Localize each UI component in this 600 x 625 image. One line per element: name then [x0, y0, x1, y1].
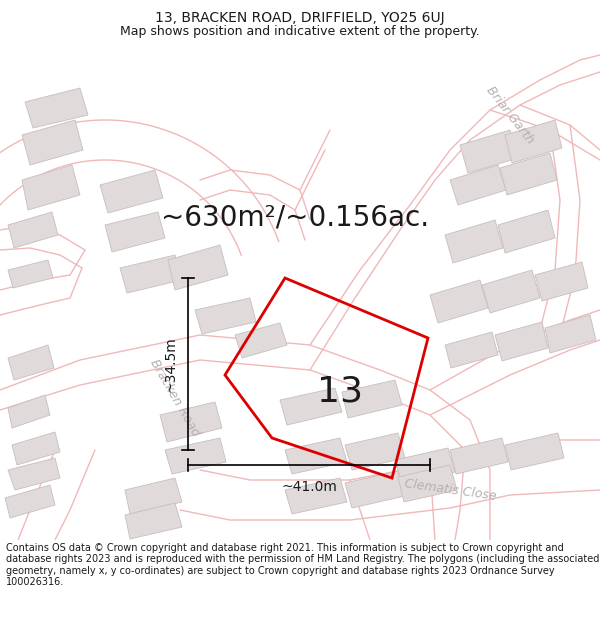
Polygon shape — [498, 210, 555, 253]
Text: ~41.0m: ~41.0m — [281, 480, 337, 494]
Polygon shape — [100, 170, 163, 213]
Polygon shape — [105, 212, 165, 252]
Polygon shape — [460, 130, 518, 173]
Polygon shape — [168, 245, 228, 290]
Polygon shape — [445, 332, 498, 368]
Text: Map shows position and indicative extent of the property.: Map shows position and indicative extent… — [120, 24, 480, 38]
Polygon shape — [160, 402, 222, 442]
Polygon shape — [280, 388, 342, 425]
Polygon shape — [195, 298, 256, 334]
Polygon shape — [445, 220, 503, 263]
Text: ~34.5m: ~34.5m — [164, 336, 178, 392]
Polygon shape — [500, 153, 557, 195]
Text: Contains OS data © Crown copyright and database right 2021. This information is : Contains OS data © Crown copyright and d… — [6, 542, 599, 588]
Polygon shape — [450, 165, 506, 205]
Text: Bracken Road: Bracken Road — [148, 357, 202, 439]
Text: ~630m²/~0.156ac.: ~630m²/~0.156ac. — [161, 204, 429, 232]
Polygon shape — [505, 120, 562, 163]
Polygon shape — [165, 438, 226, 474]
Polygon shape — [125, 478, 182, 514]
Polygon shape — [22, 120, 83, 165]
Text: Briar Garth: Briar Garth — [484, 84, 536, 146]
Polygon shape — [450, 438, 508, 474]
Polygon shape — [235, 323, 287, 358]
Polygon shape — [12, 432, 60, 465]
Polygon shape — [125, 503, 182, 539]
Polygon shape — [8, 212, 58, 248]
Polygon shape — [8, 395, 50, 428]
Polygon shape — [535, 262, 588, 301]
Polygon shape — [342, 380, 402, 418]
Polygon shape — [25, 88, 88, 128]
Text: Clematis Close: Clematis Close — [403, 477, 497, 503]
Polygon shape — [482, 270, 540, 313]
Polygon shape — [505, 433, 564, 470]
Polygon shape — [5, 485, 55, 518]
Polygon shape — [395, 448, 455, 484]
Polygon shape — [545, 315, 596, 353]
Polygon shape — [285, 478, 347, 514]
Polygon shape — [398, 465, 457, 502]
Polygon shape — [8, 345, 54, 380]
Polygon shape — [430, 280, 488, 323]
Polygon shape — [495, 322, 548, 361]
Polygon shape — [345, 471, 405, 508]
Polygon shape — [22, 165, 80, 210]
Polygon shape — [8, 260, 53, 288]
Polygon shape — [8, 458, 60, 490]
Text: 13, BRACKEN ROAD, DRIFFIELD, YO25 6UJ: 13, BRACKEN ROAD, DRIFFIELD, YO25 6UJ — [155, 11, 445, 25]
Polygon shape — [285, 438, 347, 474]
Polygon shape — [345, 433, 405, 470]
Polygon shape — [120, 255, 182, 293]
Text: 13: 13 — [317, 374, 364, 408]
